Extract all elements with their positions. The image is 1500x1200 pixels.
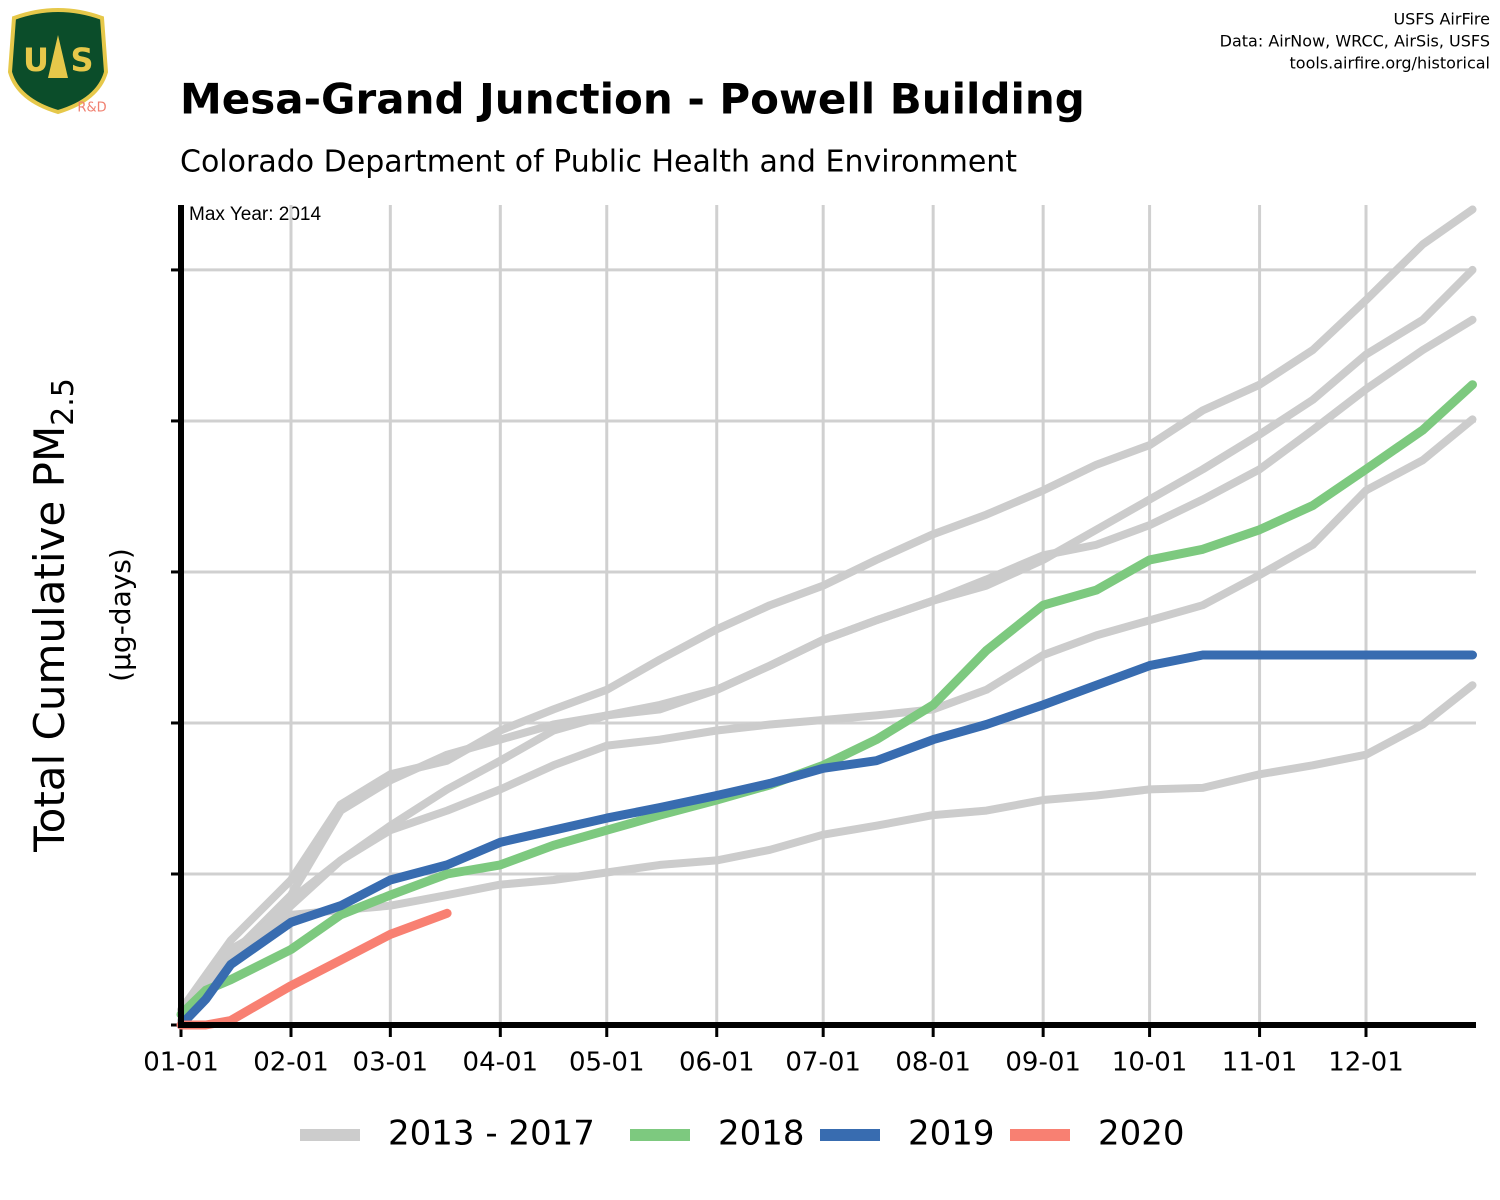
y-axis-label: Total Cumulative PM2.5	[25, 378, 81, 853]
annotation: Max Year: 2014	[189, 204, 321, 225]
x-tick-label: 06-01	[679, 1048, 755, 1078]
logo-letter: S	[70, 41, 93, 79]
logo-caption: R&D	[77, 101, 106, 116]
credit: USFS AirFire	[1393, 10, 1490, 29]
x-tick-label: 07-01	[785, 1048, 861, 1078]
x-tick-label: 05-01	[569, 1048, 645, 1078]
credit: Data: AirNow, WRCC, AirSis, USFS	[1220, 32, 1490, 51]
logo: U S R&D	[7, 8, 109, 116]
legend-label: 2020	[1098, 1114, 1185, 1154]
series-line	[176, 650, 1477, 1030]
series-line	[177, 415, 1477, 1025]
x-tick-label: 04-01	[463, 1048, 539, 1078]
series-line	[177, 205, 1477, 1014]
legend-label: 2013 - 2017	[388, 1114, 595, 1154]
legend-label: 2018	[718, 1114, 805, 1154]
x-tick-label: 03-01	[353, 1048, 429, 1078]
series-line	[176, 380, 1477, 1019]
x-tick-label: 09-01	[1005, 1048, 1081, 1078]
x-tick-label: 10-01	[1112, 1048, 1188, 1078]
logo-tree	[48, 35, 68, 78]
chart-title: Mesa-Grand Junction - Powell Building	[180, 75, 1085, 124]
x-tick-label: 08-01	[895, 1048, 971, 1078]
y-label-text: Total Cumulative PM	[25, 426, 74, 853]
x-tick-label: 12-01	[1328, 1048, 1404, 1078]
series-line	[177, 681, 1477, 1029]
credit: tools.airfire.org/historical	[1290, 54, 1490, 73]
y-axis-units: (µg-days)	[104, 548, 137, 682]
legend-label: 2019	[908, 1114, 995, 1154]
x-tick-label: 01-01	[143, 1048, 219, 1078]
x-tick-label: 02-01	[253, 1048, 329, 1078]
y-label-subscript: 2.5	[46, 378, 81, 426]
x-tick-label: 11-01	[1222, 1048, 1298, 1078]
logo-letter: U	[23, 41, 49, 79]
chart-subtitle: Colorado Department of Public Health and…	[180, 145, 1017, 180]
